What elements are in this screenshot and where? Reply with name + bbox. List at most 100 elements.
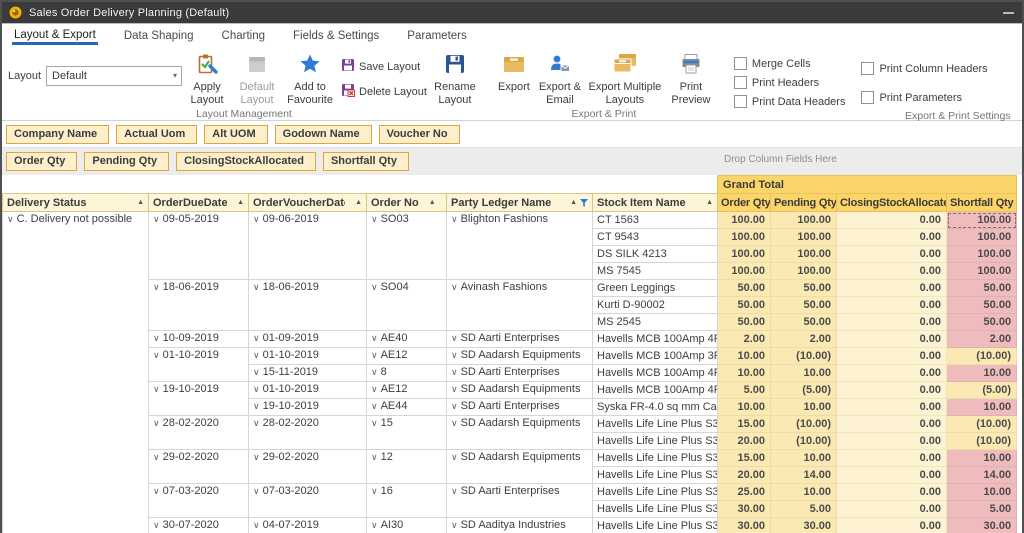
sort-ascending-icon[interactable]: ▲ xyxy=(428,199,436,206)
add-to-favourite-button[interactable]: Add to Favourite xyxy=(283,51,337,106)
field-chip-closingstockallocated[interactable]: ClosingStockAllocated xyxy=(176,152,316,171)
value-cell-pending-qty[interactable]: 50.00 xyxy=(770,296,838,314)
column-fields-drop-zone[interactable]: Drop Column Fields Here Order Qty Pending… xyxy=(2,147,1022,175)
value-cell-closingstockallocated[interactable]: 0.00 xyxy=(836,296,948,314)
collapse-chevron-icon[interactable]: ∨ xyxy=(371,282,378,292)
sort-ascending-icon[interactable]: ▲ xyxy=(570,199,577,206)
value-cell-pending-qty[interactable]: 100.00 xyxy=(770,245,838,263)
value-cell-pending-qty[interactable]: 100.00 xyxy=(770,211,838,229)
collapse-chevron-icon[interactable]: ∨ xyxy=(451,520,458,530)
group-cell-party-ledger-name[interactable]: ∨ Avinash Fashions xyxy=(446,279,593,331)
group-cell-order-voucher-date[interactable]: ∨ 15-11-2019 xyxy=(248,364,367,382)
group-cell-order-due-date[interactable]: ∨ 19-10-2019 xyxy=(148,381,249,416)
checkbox-print-parameters[interactable]: Print Parameters xyxy=(861,91,987,104)
value-cell-order-qty[interactable]: 5.00 xyxy=(717,381,772,399)
collapse-chevron-icon[interactable]: ∨ xyxy=(371,333,378,343)
field-chip-company-name[interactable]: Company Name xyxy=(6,125,110,144)
print-preview-button[interactable]: Print Preview xyxy=(667,51,715,106)
stock-item-cell[interactable]: MS 7545 xyxy=(591,262,719,280)
tab-data-shaping[interactable]: Data Shaping xyxy=(123,30,194,42)
save-layout-button[interactable]: Save Layout xyxy=(341,58,427,75)
group-cell-order-no[interactable]: ∨ SO03 xyxy=(366,211,447,280)
value-cell-pending-qty[interactable]: (10.00) xyxy=(770,432,838,450)
layout-select[interactable]: Default ▾ xyxy=(46,66,183,86)
export-multiple-layouts-button[interactable]: Export Multiple Layouts xyxy=(585,51,665,106)
value-cell-order-qty[interactable]: 50.00 xyxy=(717,279,772,297)
collapse-chevron-icon[interactable]: ∨ xyxy=(153,452,160,462)
checkbox-print-data-headers[interactable]: Print Data Headers xyxy=(733,95,845,108)
value-cell-shortfall-qty[interactable]: 30.00 xyxy=(946,517,1018,533)
field-chip-shortfall-qty[interactable]: Shortfall Qty xyxy=(322,152,409,171)
value-column-header-shortfall-qty[interactable]: Shortfall Qty xyxy=(946,193,1018,212)
checkbox-box[interactable] xyxy=(733,76,747,89)
collapse-chevron-icon[interactable]: ∨ xyxy=(371,214,378,224)
stock-item-cell[interactable]: Havells MCB 100Amp 4P... xyxy=(591,381,719,399)
stock-item-cell[interactable]: Havells Life Line Plus S3... xyxy=(591,500,719,518)
group-cell-order-voucher-date[interactable]: ∨ 01-10-2019 xyxy=(248,381,367,399)
export-button[interactable]: Export xyxy=(493,51,535,94)
collapse-chevron-icon[interactable]: ∨ xyxy=(253,486,260,496)
value-cell-shortfall-qty[interactable]: (10.00) xyxy=(946,347,1018,365)
value-cell-closingstockallocated[interactable]: 0.00 xyxy=(836,228,948,246)
group-cell-order-no[interactable]: ∨ AE12 xyxy=(366,381,447,399)
field-chip-order-qty[interactable]: Order Qty xyxy=(6,152,78,171)
collapse-chevron-icon[interactable]: ∨ xyxy=(153,520,160,530)
value-cell-closingstockallocated[interactable]: 0.00 xyxy=(836,262,948,280)
group-cell-order-voucher-date[interactable]: ∨ 19-10-2019 xyxy=(248,398,367,416)
value-cell-closingstockallocated[interactable]: 0.00 xyxy=(836,381,948,399)
collapse-chevron-icon[interactable]: ∨ xyxy=(253,214,260,224)
value-cell-pending-qty[interactable]: 10.00 xyxy=(770,364,838,382)
group-cell-order-no[interactable]: ∨ AI30 xyxy=(366,517,447,533)
value-cell-closingstockallocated[interactable]: 0.00 xyxy=(836,483,948,501)
group-cell-party-ledger-name[interactable]: ∨ SD Aaditya Industries xyxy=(446,517,593,533)
collapse-chevron-icon[interactable]: ∨ xyxy=(371,350,378,360)
collapse-chevron-icon[interactable]: ∨ xyxy=(253,384,260,394)
collapse-chevron-icon[interactable]: ∨ xyxy=(451,384,458,394)
stock-item-cell[interactable]: DS SILK 4213 xyxy=(591,245,719,263)
column-header-ordervoucherdate[interactable]: OrderVoucherDate ▲ xyxy=(248,193,367,212)
value-cell-order-qty[interactable]: 10.00 xyxy=(717,364,772,382)
field-chip-pending-qty[interactable]: Pending Qty xyxy=(84,152,170,171)
collapse-chevron-icon[interactable]: ∨ xyxy=(153,333,160,343)
group-cell-party-ledger-name[interactable]: ∨ SD Aarti Enterprises xyxy=(446,330,593,348)
value-column-header-pending-qty[interactable]: Pending Qty xyxy=(770,193,838,212)
collapse-chevron-icon[interactable]: ∨ xyxy=(371,486,378,496)
value-cell-pending-qty[interactable]: 10.00 xyxy=(770,449,838,467)
value-cell-shortfall-qty[interactable]: 100.00 xyxy=(946,211,1018,229)
value-cell-order-qty[interactable]: 25.00 xyxy=(717,483,772,501)
value-cell-order-qty[interactable]: 15.00 xyxy=(717,415,772,433)
value-column-header-order-qty[interactable]: Order Qty xyxy=(717,193,772,212)
sort-ascending-icon[interactable]: ▲ xyxy=(137,199,144,206)
value-cell-shortfall-qty[interactable]: (5.00) xyxy=(946,381,1018,399)
value-cell-shortfall-qty[interactable]: 10.00 xyxy=(946,483,1018,501)
group-cell-party-ledger-name[interactable]: ∨ SD Aadarsh Equipments xyxy=(446,449,593,484)
collapse-chevron-icon[interactable]: ∨ xyxy=(371,384,378,394)
group-cell-party-ledger-name[interactable]: ∨ SD Aarti Enterprises xyxy=(446,398,593,416)
value-cell-shortfall-qty[interactable]: (10.00) xyxy=(946,415,1018,433)
value-cell-closingstockallocated[interactable]: 0.00 xyxy=(836,415,948,433)
value-cell-closingstockallocated[interactable]: 0.00 xyxy=(836,330,948,348)
value-cell-closingstockallocated[interactable]: 0.00 xyxy=(836,432,948,450)
value-cell-closingstockallocated[interactable]: 0.00 xyxy=(836,245,948,263)
group-cell-order-voucher-date[interactable]: ∨ 01-09-2019 xyxy=(248,330,367,348)
collapse-chevron-icon[interactable]: ∨ xyxy=(451,333,458,343)
collapse-chevron-icon[interactable]: ∨ xyxy=(7,214,14,224)
group-cell-order-no[interactable]: ∨ 15 xyxy=(366,415,447,450)
value-cell-pending-qty[interactable]: 5.00 xyxy=(770,500,838,518)
stock-item-cell[interactable]: Kurti D-90002 xyxy=(591,296,719,314)
value-cell-shortfall-qty[interactable]: 50.00 xyxy=(946,279,1018,297)
column-header-delivery-status[interactable]: Delivery Status ▲ xyxy=(2,193,149,212)
filter-icon[interactable] xyxy=(580,198,588,207)
collapse-chevron-icon[interactable]: ∨ xyxy=(371,418,378,428)
sort-ascending-icon[interactable]: ▲ xyxy=(706,199,714,206)
collapse-chevron-icon[interactable]: ∨ xyxy=(153,486,160,496)
group-cell-party-ledger-name[interactable]: ∨ SD Aarti Enterprises xyxy=(446,364,593,382)
stock-item-cell[interactable]: Havells Life Line Plus S3... xyxy=(591,517,719,533)
value-cell-shortfall-qty[interactable]: 50.00 xyxy=(946,313,1018,331)
value-cell-closingstockallocated[interactable]: 0.00 xyxy=(836,466,948,484)
column-header-order-no[interactable]: Order No ▲ xyxy=(366,193,447,212)
group-cell-order-voucher-date[interactable]: ∨ 09-06-2019 xyxy=(248,211,367,280)
stock-item-cell[interactable]: Havells Life Line Plus S3... xyxy=(591,466,719,484)
group-cell-order-due-date[interactable]: ∨ 07-03-2020 xyxy=(148,483,249,518)
group-cell-order-no[interactable]: ∨ AE40 xyxy=(366,330,447,348)
